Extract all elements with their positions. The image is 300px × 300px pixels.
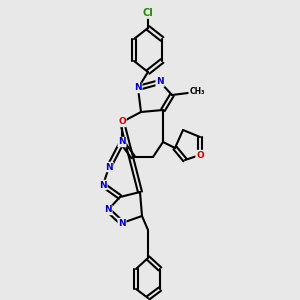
Text: N: N xyxy=(118,218,126,227)
Text: N: N xyxy=(134,83,142,92)
Text: Cl: Cl xyxy=(142,8,153,18)
Text: N: N xyxy=(156,77,164,86)
Text: N: N xyxy=(99,181,107,190)
Text: N: N xyxy=(104,206,112,214)
Text: N: N xyxy=(118,137,126,146)
Text: O: O xyxy=(118,118,126,127)
Text: CH₃: CH₃ xyxy=(189,86,205,95)
Text: O: O xyxy=(196,151,204,160)
Text: N: N xyxy=(105,163,113,172)
